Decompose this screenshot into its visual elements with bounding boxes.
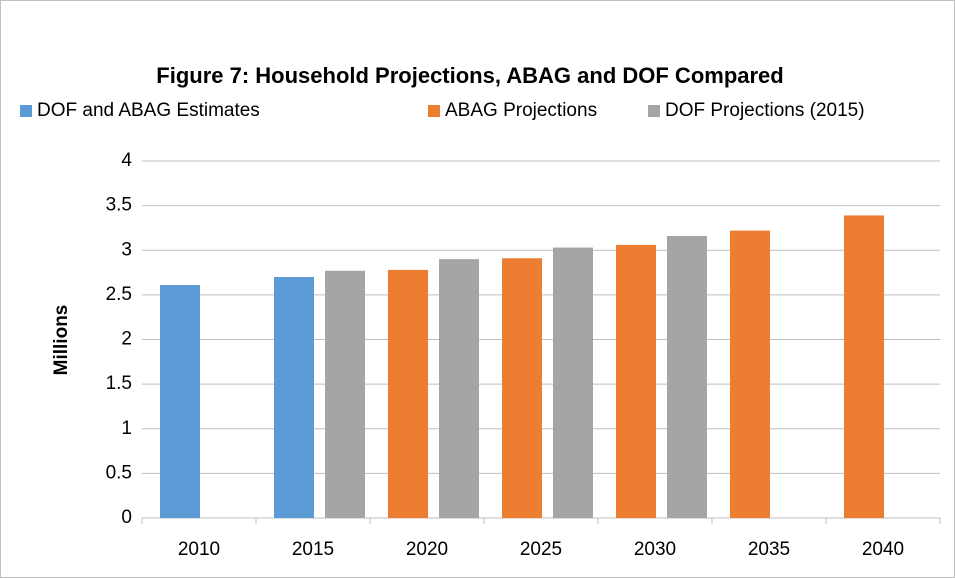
y-tick-label: 2 bbox=[121, 329, 132, 350]
bar bbox=[439, 259, 479, 518]
bar bbox=[325, 270, 365, 518]
bar bbox=[388, 269, 428, 518]
x-tick-label: 2015 bbox=[292, 539, 334, 560]
bar bbox=[553, 247, 593, 518]
x-tick-label: 2030 bbox=[634, 539, 676, 560]
legend-swatch bbox=[428, 105, 440, 117]
x-tick-label: 2025 bbox=[520, 539, 562, 560]
y-tick-label: 3 bbox=[121, 239, 132, 260]
y-tick-label: 0.5 bbox=[106, 462, 132, 483]
x-tick-label: 2040 bbox=[862, 539, 904, 560]
y-tick-label: 3.5 bbox=[106, 195, 132, 216]
bar bbox=[274, 277, 314, 518]
bar bbox=[730, 230, 770, 519]
y-tick-label: 1 bbox=[121, 418, 132, 439]
y-axis-label: Millions bbox=[51, 305, 72, 376]
y-tick-label: 4 bbox=[121, 150, 132, 171]
y-tick-label: 0 bbox=[121, 507, 132, 528]
bar bbox=[616, 244, 656, 518]
chart-title: Figure 7: Household Projections, ABAG an… bbox=[156, 63, 783, 88]
bar bbox=[667, 235, 707, 518]
legend-label: DOF and ABAG Estimates bbox=[37, 100, 260, 121]
legend-label: DOF Projections (2015) bbox=[665, 100, 865, 121]
x-tick-label: 2010 bbox=[178, 539, 220, 560]
x-tick-label: 2020 bbox=[406, 539, 448, 560]
x-tick-label: 2035 bbox=[748, 539, 790, 560]
bar bbox=[844, 215, 884, 518]
legend-swatch bbox=[20, 105, 32, 117]
y-tick-label: 1.5 bbox=[106, 373, 132, 394]
legend-swatch bbox=[648, 105, 660, 117]
y-tick-label: 2.5 bbox=[106, 284, 132, 305]
bar bbox=[502, 258, 542, 518]
legend-label: ABAG Projections bbox=[445, 100, 597, 121]
bar bbox=[160, 285, 200, 518]
